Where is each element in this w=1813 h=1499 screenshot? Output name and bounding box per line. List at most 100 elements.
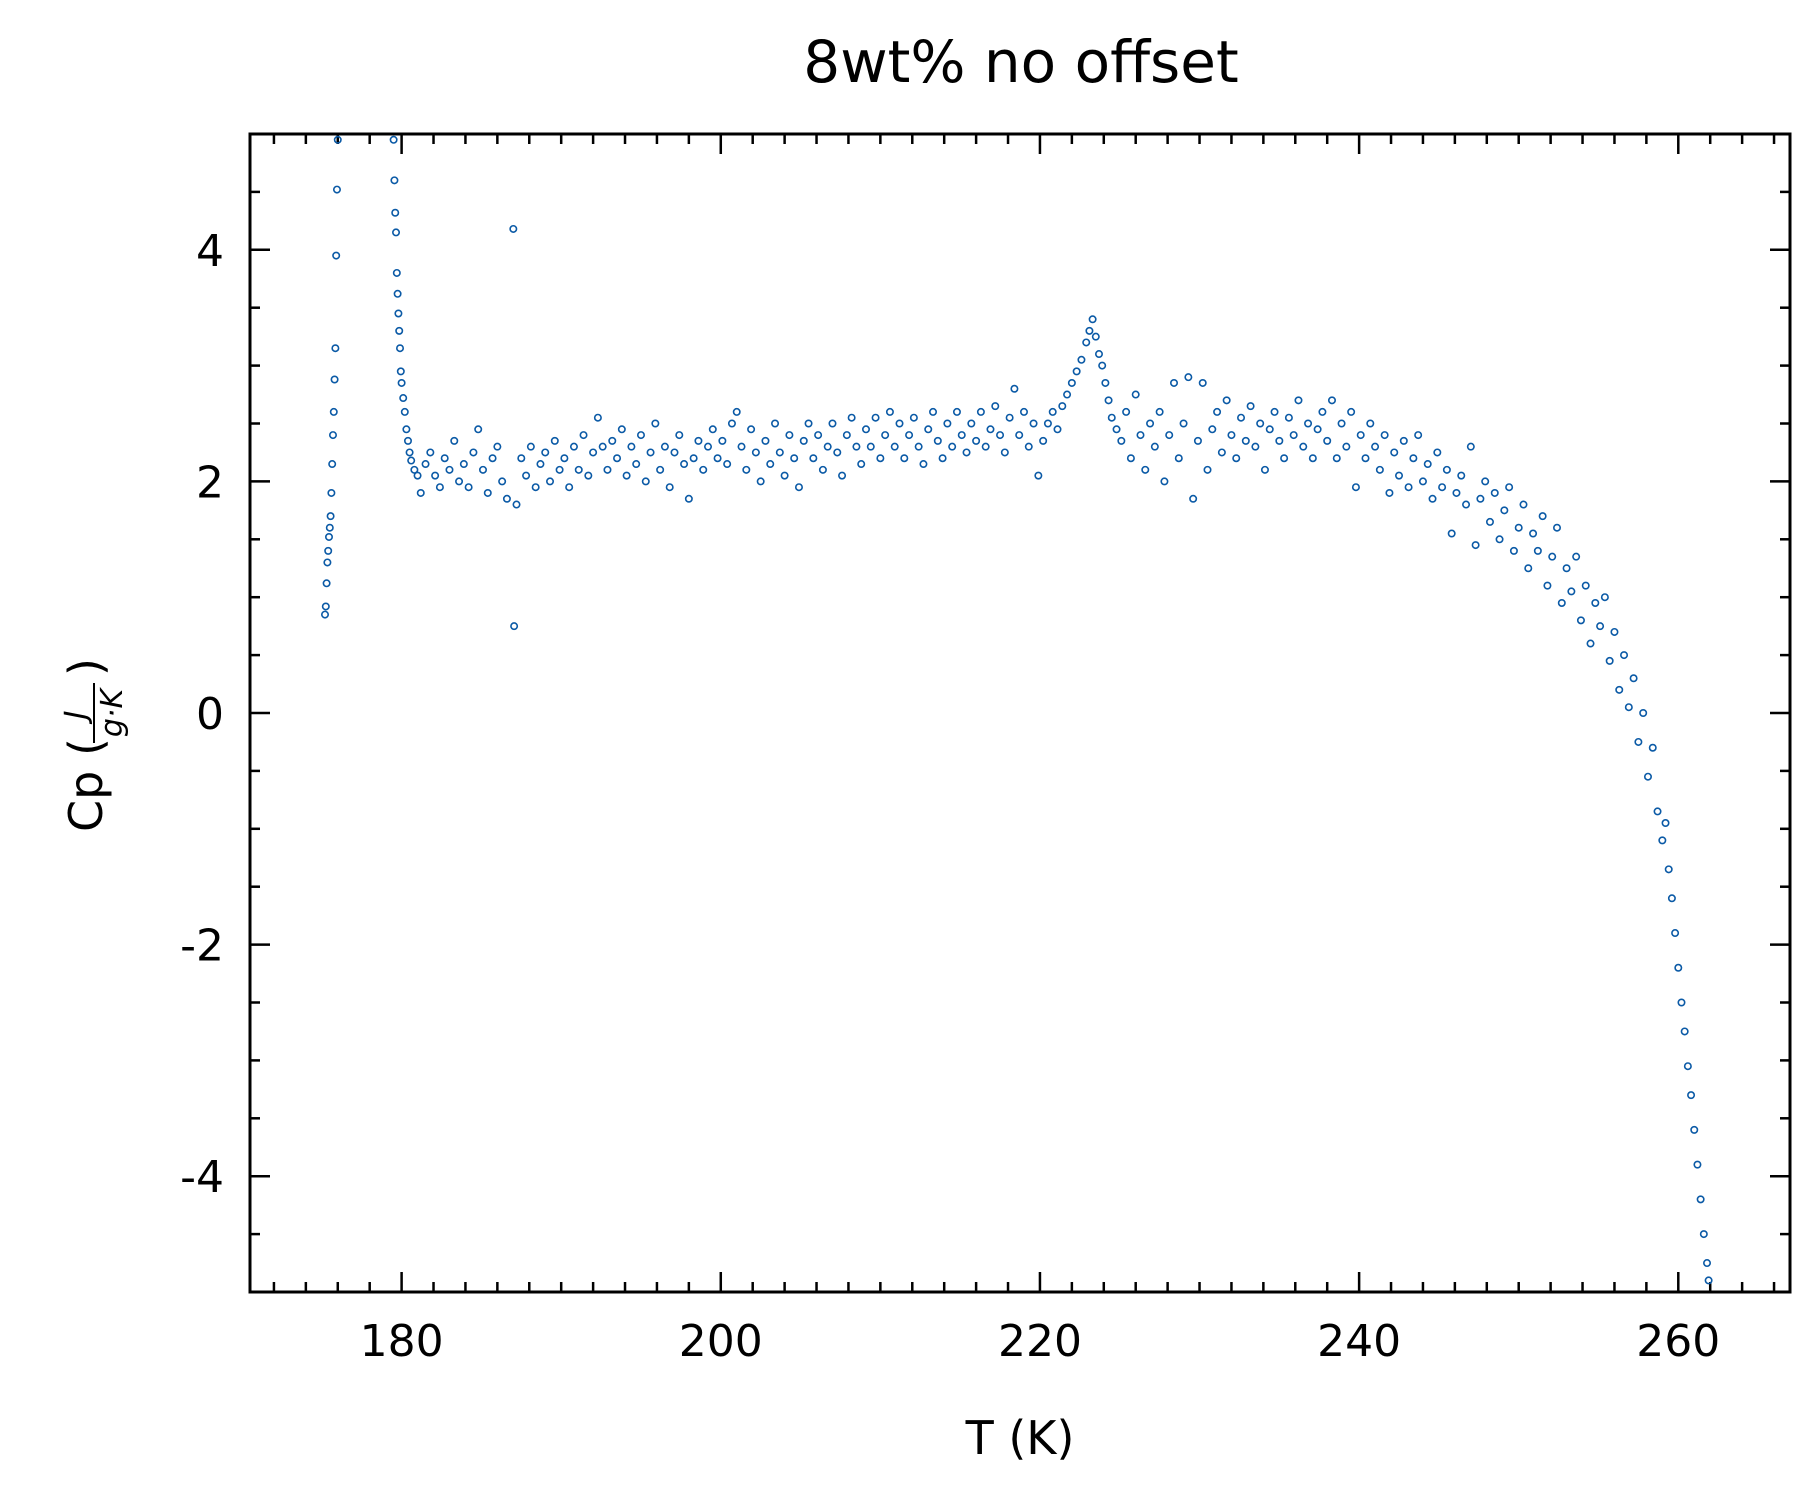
data-point (675, 431, 684, 440)
data-point (847, 413, 856, 422)
data-point (464, 483, 473, 492)
x-tick-label: 220 (998, 1316, 1082, 1367)
data-point (416, 488, 425, 497)
data-point (598, 442, 607, 451)
data-point (1256, 419, 1265, 428)
data-point (890, 442, 899, 451)
data-point (1471, 541, 1480, 550)
data-point (1029, 419, 1038, 428)
data-point (1615, 685, 1624, 694)
data-point (392, 228, 401, 237)
data-point (775, 448, 784, 457)
data-point (1107, 413, 1116, 422)
data-point (1179, 419, 1188, 428)
data-point (1433, 448, 1442, 457)
data-point (1227, 431, 1236, 440)
data-point (1495, 535, 1504, 544)
data-point (1500, 506, 1509, 515)
data-point (574, 465, 583, 474)
data-point (1476, 494, 1485, 503)
data-point (531, 483, 540, 492)
data-point (914, 442, 923, 451)
data-point (1141, 465, 1150, 474)
data-point (397, 378, 406, 387)
data-point (1101, 378, 1110, 387)
data-point (651, 419, 660, 428)
data-point (986, 425, 995, 434)
data-point (459, 460, 468, 469)
data-point (330, 375, 339, 384)
data-point (761, 436, 770, 445)
data-point (328, 460, 337, 469)
data-point (641, 477, 650, 486)
data-point (737, 442, 746, 451)
data-point (483, 488, 492, 497)
data-point (1213, 407, 1222, 416)
data-point (1318, 407, 1327, 416)
data-point (1687, 1091, 1696, 1100)
data-point (560, 454, 569, 463)
data-point (1000, 448, 1009, 457)
data-point (565, 483, 574, 492)
data-point (593, 413, 602, 422)
data-point (332, 185, 341, 194)
data-point (1696, 1195, 1705, 1204)
data-point (1562, 564, 1571, 573)
data-point (1586, 639, 1595, 648)
data-point (1664, 865, 1673, 874)
data-point (1088, 315, 1097, 324)
y-axis-label-close: ) (59, 658, 113, 676)
data-point (325, 523, 334, 532)
data-point (474, 425, 483, 434)
data-point (322, 579, 331, 588)
data-point (1332, 454, 1341, 463)
data-point (323, 558, 332, 567)
data-point (1610, 627, 1619, 636)
y-tick-label: -2 (180, 921, 224, 972)
data-point (390, 176, 399, 185)
y-tick-label: -4 (180, 1152, 224, 1203)
data-point (403, 436, 412, 445)
data-point (1117, 436, 1126, 445)
data-point (393, 289, 402, 298)
data-point (440, 454, 449, 463)
data-point (526, 442, 535, 451)
data-point (1024, 442, 1033, 451)
data-point (1241, 436, 1250, 445)
data-point (1371, 442, 1380, 451)
data-point (546, 477, 555, 486)
data-point (660, 442, 669, 451)
data-point (790, 454, 799, 463)
data-point (333, 135, 342, 144)
data-point (1567, 587, 1576, 596)
data-point (1019, 407, 1028, 416)
data-point (799, 436, 808, 445)
data-point (469, 448, 478, 457)
data-point (1217, 448, 1226, 457)
data-point (332, 251, 341, 260)
chart-title: 8wt% no offset (803, 28, 1238, 96)
data-point (1404, 483, 1413, 492)
data-point (1457, 471, 1466, 480)
data-point (1342, 442, 1351, 451)
data-point (1155, 407, 1164, 416)
data-point (804, 419, 813, 428)
data-point (1146, 419, 1155, 428)
data-point (1160, 477, 1169, 486)
data-point (1447, 529, 1456, 538)
data-point (450, 436, 459, 445)
data-point (1529, 529, 1538, 538)
data-point (445, 465, 454, 474)
data-point (1270, 407, 1279, 416)
data-point (1208, 425, 1217, 434)
data-point (435, 483, 444, 492)
data-point (455, 477, 464, 486)
data-point (943, 419, 952, 428)
data-point (1067, 378, 1076, 387)
data-point (885, 407, 894, 416)
data-point (708, 425, 717, 434)
data-point (608, 436, 617, 445)
data-point (809, 454, 818, 463)
data-point (478, 465, 487, 474)
data-point (751, 448, 760, 457)
